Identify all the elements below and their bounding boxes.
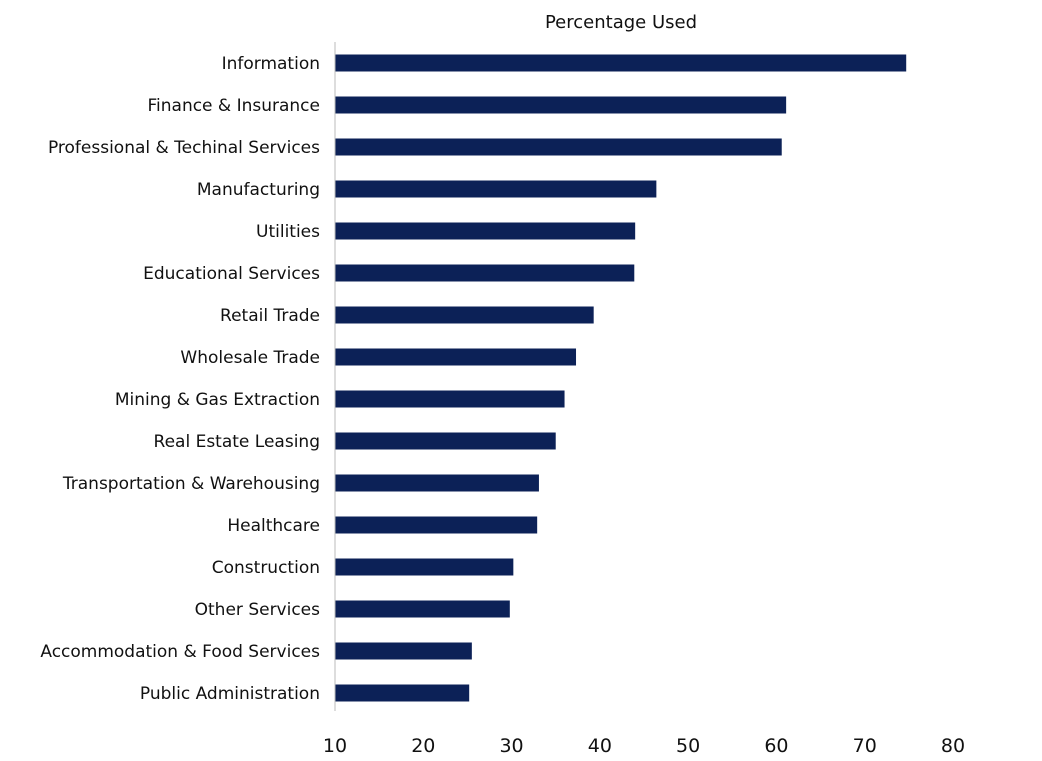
category-label: Manufacturing bbox=[197, 180, 320, 200]
category-label: Healthcare bbox=[227, 516, 320, 536]
bar bbox=[335, 54, 907, 72]
bar bbox=[335, 138, 782, 156]
x-tick-label: 30 bbox=[499, 735, 523, 757]
bar bbox=[335, 558, 514, 576]
category-label: Real Estate Leasing bbox=[154, 432, 320, 452]
category-label: Finance & Insurance bbox=[147, 96, 320, 116]
bar bbox=[335, 222, 636, 240]
x-tick-label: 10 bbox=[323, 735, 347, 757]
category-label: Educational Services bbox=[143, 264, 320, 284]
x-tick-label: 60 bbox=[764, 735, 788, 757]
bar bbox=[335, 684, 470, 702]
bar bbox=[335, 306, 594, 324]
bar bbox=[335, 96, 787, 114]
bar bbox=[335, 474, 539, 492]
bar bbox=[335, 516, 538, 534]
category-label: Retail Trade bbox=[220, 306, 320, 326]
bar bbox=[335, 432, 556, 450]
category-label: Mining & Gas Extraction bbox=[115, 390, 320, 410]
category-label: Transportation & Warehousing bbox=[62, 474, 320, 494]
bar bbox=[335, 600, 510, 618]
category-label: Construction bbox=[212, 558, 320, 578]
chart-title: Percentage Used bbox=[545, 12, 697, 33]
bar bbox=[335, 348, 577, 366]
bar bbox=[335, 180, 657, 198]
bar bbox=[335, 390, 565, 408]
category-label: Accommodation & Food Services bbox=[40, 642, 320, 662]
x-tick-label: 80 bbox=[941, 735, 965, 757]
category-label: Utilities bbox=[256, 222, 320, 242]
category-label: Wholesale Trade bbox=[180, 348, 320, 368]
category-label: Information bbox=[222, 54, 320, 74]
x-tick-label: 20 bbox=[411, 735, 435, 757]
x-tick-label: 70 bbox=[853, 735, 877, 757]
bar bbox=[335, 642, 472, 660]
bar bbox=[335, 264, 635, 282]
x-tick-label: 40 bbox=[588, 735, 612, 757]
category-label: Public Administration bbox=[140, 684, 320, 704]
x-tick-label: 50 bbox=[676, 735, 700, 757]
category-label: Professional & Techinal Services bbox=[48, 138, 320, 158]
category-label: Other Services bbox=[195, 600, 321, 620]
